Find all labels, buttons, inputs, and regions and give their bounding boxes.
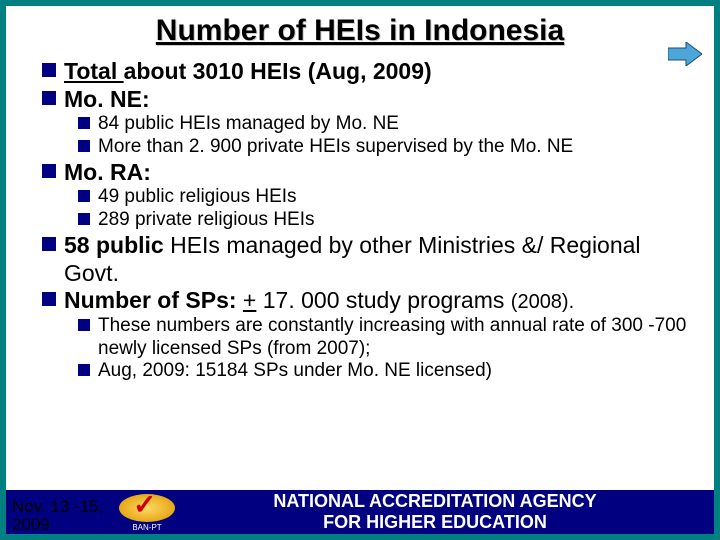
- next-arrow-icon[interactable]: [668, 42, 702, 66]
- slide-frame: Number of HEIs in Indonesia Total about …: [0, 0, 720, 540]
- bullet-note1: These numbers are constantly increasing …: [78, 315, 690, 361]
- bullet-text: 58 public HEIs managed by other Ministri…: [64, 232, 690, 287]
- bullet-58public: 58 public HEIs managed by other Ministri…: [42, 232, 690, 287]
- bullet-icon: [42, 63, 56, 77]
- bullet-sps: Number of SPs: + 17. 000 study programs …: [42, 287, 690, 315]
- footer-badge: ✓ BAN-PT: [116, 494, 178, 532]
- bullet-icon: [78, 117, 90, 129]
- bullet-icon: [78, 364, 90, 376]
- bullet-icon: [42, 164, 56, 178]
- footer-agency: NATIONAL ACCREDITATION AGENCY FOR HIGHER…: [6, 491, 714, 532]
- bullet-icon: [42, 237, 56, 251]
- bullet-text: 289 private religious HEIs: [98, 209, 315, 232]
- bullet-mora: Mo. RA:: [42, 159, 690, 187]
- bullet-text: 49 public religious HEIs: [98, 186, 297, 209]
- bullet-icon: [78, 190, 90, 202]
- slide-title: Number of HEIs in Indonesia: [6, 14, 714, 48]
- bullet-text: Aug, 2009: 15184 SPs under Mo. NE licens…: [98, 360, 492, 383]
- bullet-icon: [78, 319, 90, 331]
- bullet-mora-sub2: 289 private religious HEIs: [78, 209, 690, 232]
- bullet-icon: [78, 140, 90, 152]
- bullet-icon: [42, 292, 56, 306]
- checkmark-icon: ✓: [133, 488, 156, 521]
- bullet-note2: Aug, 2009: 15184 SPs under Mo. NE licens…: [78, 360, 690, 383]
- badge-ellipse-icon: ✓: [119, 494, 175, 522]
- bullet-mora-sub1: 49 public religious HEIs: [78, 186, 690, 209]
- bullet-text: Total about 3010 HEIs (Aug, 2009): [64, 58, 432, 86]
- bullet-mone-sub2: More than 2. 900 private HEIs supervised…: [78, 136, 690, 159]
- bullet-text: Mo. RA:: [64, 159, 151, 187]
- bullet-text: 84 public HEIs managed by Mo. NE: [98, 113, 399, 136]
- bullet-text: These numbers are constantly increasing …: [98, 315, 690, 361]
- bullet-text: More than 2. 900 private HEIs supervised…: [98, 136, 573, 159]
- bullet-text: Number of SPs: + 17. 000 study programs …: [64, 287, 574, 315]
- footer-date: Nov. 13 -15, 2009: [12, 498, 103, 534]
- bullet-icon: [78, 213, 90, 225]
- footer-bar: ✓ BAN-PT NATIONAL ACCREDITATION AGENCY F…: [6, 490, 714, 534]
- bullet-text: Mo. NE:: [64, 86, 150, 114]
- bullet-total: Total about 3010 HEIs (Aug, 2009): [42, 58, 690, 86]
- slide-content: Total about 3010 HEIs (Aug, 2009) Mo. NE…: [6, 58, 714, 383]
- bullet-mone: Mo. NE:: [42, 86, 690, 114]
- badge-label: BAN-PT: [116, 523, 178, 532]
- bullet-mone-sub1: 84 public HEIs managed by Mo. NE: [78, 113, 690, 136]
- bullet-icon: [42, 91, 56, 105]
